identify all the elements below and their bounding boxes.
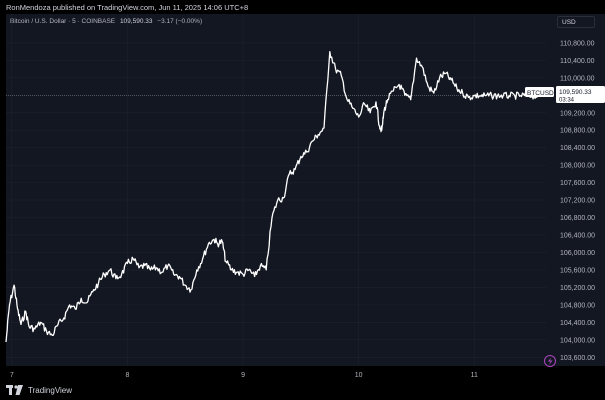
instrument-legend: Bitcoin / U.S. Dollar · 5 · COINBASE 109… <box>10 18 202 25</box>
x-tick-label: 8 <box>125 372 129 379</box>
y-tick-label: 107,600.00 <box>560 180 595 187</box>
x-tick-labels: 7 8 9 10 11 <box>10 372 478 379</box>
y-tick-label: 104,400.00 <box>560 320 595 327</box>
price-change: −3.17 (−0.00%) <box>157 18 203 25</box>
symbol-tag-bg <box>525 87 554 97</box>
price-tag-value: 109,590.33 <box>559 89 592 96</box>
y-tick-label: 103,600.00 <box>560 355 595 362</box>
y-tick-label: 106,800.00 <box>560 215 595 222</box>
y-tick-label: 108,400.00 <box>560 145 595 152</box>
price-tag-bg <box>556 86 605 103</box>
x-tick-label: 11 <box>471 372 478 379</box>
y-tick-label: 106,000.00 <box>560 250 595 257</box>
published-caption: RonMendoza published on TradingView.com,… <box>6 3 249 12</box>
y-tick-label: 108,800.00 <box>560 128 595 135</box>
x-tick-label: 10 <box>355 372 363 379</box>
footer-bar <box>0 380 605 400</box>
last-price: 109,590.33 <box>119 18 153 25</box>
y-tick-label: 106,400.00 <box>560 233 595 240</box>
instrument-name: Bitcoin / U.S. Dollar · 5 · COINBASE <box>10 18 116 25</box>
price-tag-countdown: 03:34 <box>559 98 575 104</box>
x-tick-label: 7 <box>10 372 14 379</box>
y-tick-label: 105,600.00 <box>560 267 595 274</box>
y-tick-label: 107,200.00 <box>560 198 595 205</box>
x-tick-label: 9 <box>241 372 245 379</box>
price-axis[interactable] <box>546 14 605 366</box>
grid <box>6 14 546 366</box>
tradingview-brand: TradingView <box>28 385 73 395</box>
y-tick-label: 104,000.00 <box>560 337 595 344</box>
y-tick-labels: 103,600.00 104,000.00 104,400.00 104,800.00… <box>560 40 595 361</box>
symbol-tag-label: BTCUSD <box>527 90 554 97</box>
lightning-icon[interactable] <box>544 355 556 367</box>
y-tick-label: 109,200.00 <box>560 110 595 117</box>
y-tick-label: 104,800.00 <box>560 302 595 309</box>
currency-button[interactable]: USD <box>557 16 595 28</box>
y-tick-label: 110,000.00 <box>560 75 595 82</box>
series-line-btcusd <box>5 50 539 343</box>
y-tick-label: 108,000.00 <box>560 163 595 170</box>
y-tick-label: 110,400.00 <box>560 58 595 65</box>
plot-area[interactable] <box>6 14 546 366</box>
tradingview-logo[interactable]: TradingView <box>6 385 72 395</box>
y-tick-label: 110,800.00 <box>560 40 595 47</box>
price-tag: BTCUSD 109,590.33 03:34 <box>525 86 605 104</box>
y-tick-label: 105,200.00 <box>560 285 595 292</box>
tradingview-logo-icon <box>6 385 23 395</box>
